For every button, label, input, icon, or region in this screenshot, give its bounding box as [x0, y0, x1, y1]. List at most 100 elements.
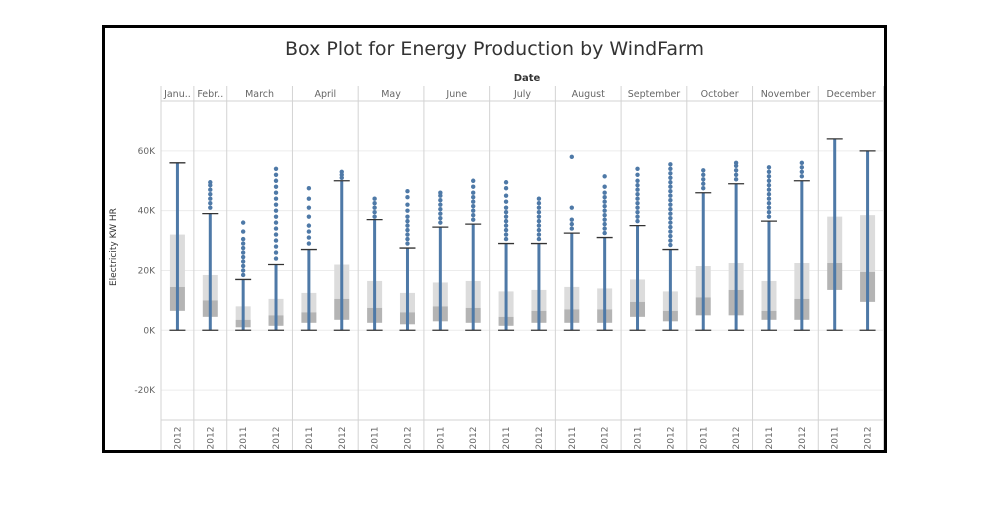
month-label: June — [445, 89, 467, 100]
outlier-point — [635, 214, 640, 219]
outlier-point — [668, 238, 673, 243]
year-label: 2012 — [732, 427, 742, 450]
outlier-point — [635, 196, 640, 201]
month-label: October — [701, 89, 739, 100]
outlier-point — [240, 254, 246, 260]
outlier-point — [405, 202, 410, 207]
outlier-point — [668, 220, 673, 225]
outlier-point — [602, 208, 607, 213]
outlier-point — [306, 205, 312, 210]
outlier-point — [503, 186, 509, 191]
y-tick-label: 0K — [143, 326, 156, 336]
outlier-point — [766, 165, 772, 170]
outlier-point — [799, 165, 805, 170]
outlier-point — [799, 169, 805, 174]
outlier-point — [668, 211, 673, 216]
outlier-point — [635, 200, 640, 206]
outlier-point — [536, 205, 542, 210]
outlier-point — [635, 192, 640, 197]
outlier-point — [668, 180, 673, 185]
year-label: 2011 — [502, 427, 512, 450]
outlier-point — [273, 196, 279, 201]
outlier-point — [438, 198, 443, 203]
year-label: 2012 — [403, 427, 413, 450]
outlier-point — [240, 229, 246, 234]
outlier-point — [240, 220, 246, 225]
outlier-point — [766, 174, 772, 179]
outlier-point — [240, 259, 246, 264]
chart-title: Box Plot for Energy Production by WindFa… — [285, 38, 704, 60]
outlier-point — [208, 205, 213, 210]
outlier-point — [240, 241, 246, 246]
outlier-point — [569, 217, 574, 222]
month-label: March — [245, 89, 274, 100]
year-label: 2012 — [535, 427, 545, 450]
outlier-point — [306, 214, 312, 219]
outlier-point — [339, 169, 344, 174]
outlier-point — [208, 200, 213, 206]
outlier-point — [635, 187, 640, 192]
year-label: 2012 — [469, 427, 479, 450]
outlier-point — [536, 214, 542, 219]
outlier-point — [602, 199, 607, 204]
outlier-point — [471, 212, 476, 218]
outlier-point — [471, 178, 476, 183]
outlier-point — [602, 195, 607, 200]
year-label: 2012 — [798, 427, 808, 450]
outlier-point — [306, 241, 312, 246]
outlier-point — [733, 168, 739, 173]
outlier-point — [635, 183, 640, 188]
outlier-point — [766, 178, 772, 183]
outlier-point — [701, 186, 706, 191]
outlier-point — [701, 172, 706, 177]
outlier-point — [405, 241, 410, 246]
outlier-point — [569, 154, 574, 160]
outlier-point — [503, 227, 509, 233]
outlier-point — [602, 230, 607, 236]
outlier-point — [503, 232, 509, 237]
outlier-point — [273, 184, 279, 189]
box-plot: 60K 40K 20K 0K -20K Janu.. Febr.. March April May… — [134, 86, 884, 450]
outlier-point — [273, 190, 279, 195]
column-header: Date — [513, 73, 541, 84]
outlier-point — [438, 211, 443, 216]
outlier-point — [701, 177, 706, 182]
outlier-point — [273, 178, 279, 183]
outlier-point — [208, 196, 213, 201]
outlier-point — [668, 175, 673, 180]
outlier-point — [438, 190, 443, 195]
outlier-point — [273, 250, 279, 255]
outlier-point — [799, 174, 805, 179]
outlier-point — [471, 217, 476, 222]
outlier-point — [471, 195, 476, 200]
outlier-point — [273, 166, 279, 171]
outlier-point — [733, 160, 739, 166]
outlier-point — [766, 192, 772, 197]
year-label: 2011 — [634, 427, 644, 450]
outlier-point — [306, 229, 312, 234]
y-tick-label: 60K — [138, 147, 156, 157]
year-label: 2012 — [601, 427, 611, 450]
outlier-point — [372, 196, 377, 201]
outlier-point — [273, 172, 279, 177]
outlier-point — [766, 214, 772, 219]
outlier-point — [273, 214, 279, 219]
outlier-point — [569, 221, 574, 227]
outlier-point — [503, 205, 509, 210]
outlier-point — [471, 199, 476, 204]
outlier-point — [503, 214, 509, 219]
outlier-point — [273, 244, 279, 249]
outlier-point — [635, 178, 640, 183]
outlier-point — [405, 218, 410, 224]
outlier-point — [536, 218, 542, 224]
outlier-point — [405, 208, 410, 213]
year-label: 2011 — [831, 427, 841, 450]
outlier-point — [536, 196, 542, 201]
outlier-point — [602, 226, 607, 231]
outlier-point — [635, 172, 640, 177]
month-label: August — [572, 89, 606, 100]
outlier-point — [668, 202, 673, 207]
outlier-point — [471, 184, 476, 189]
outlier-point — [372, 200, 377, 206]
outlier-point — [240, 263, 246, 269]
